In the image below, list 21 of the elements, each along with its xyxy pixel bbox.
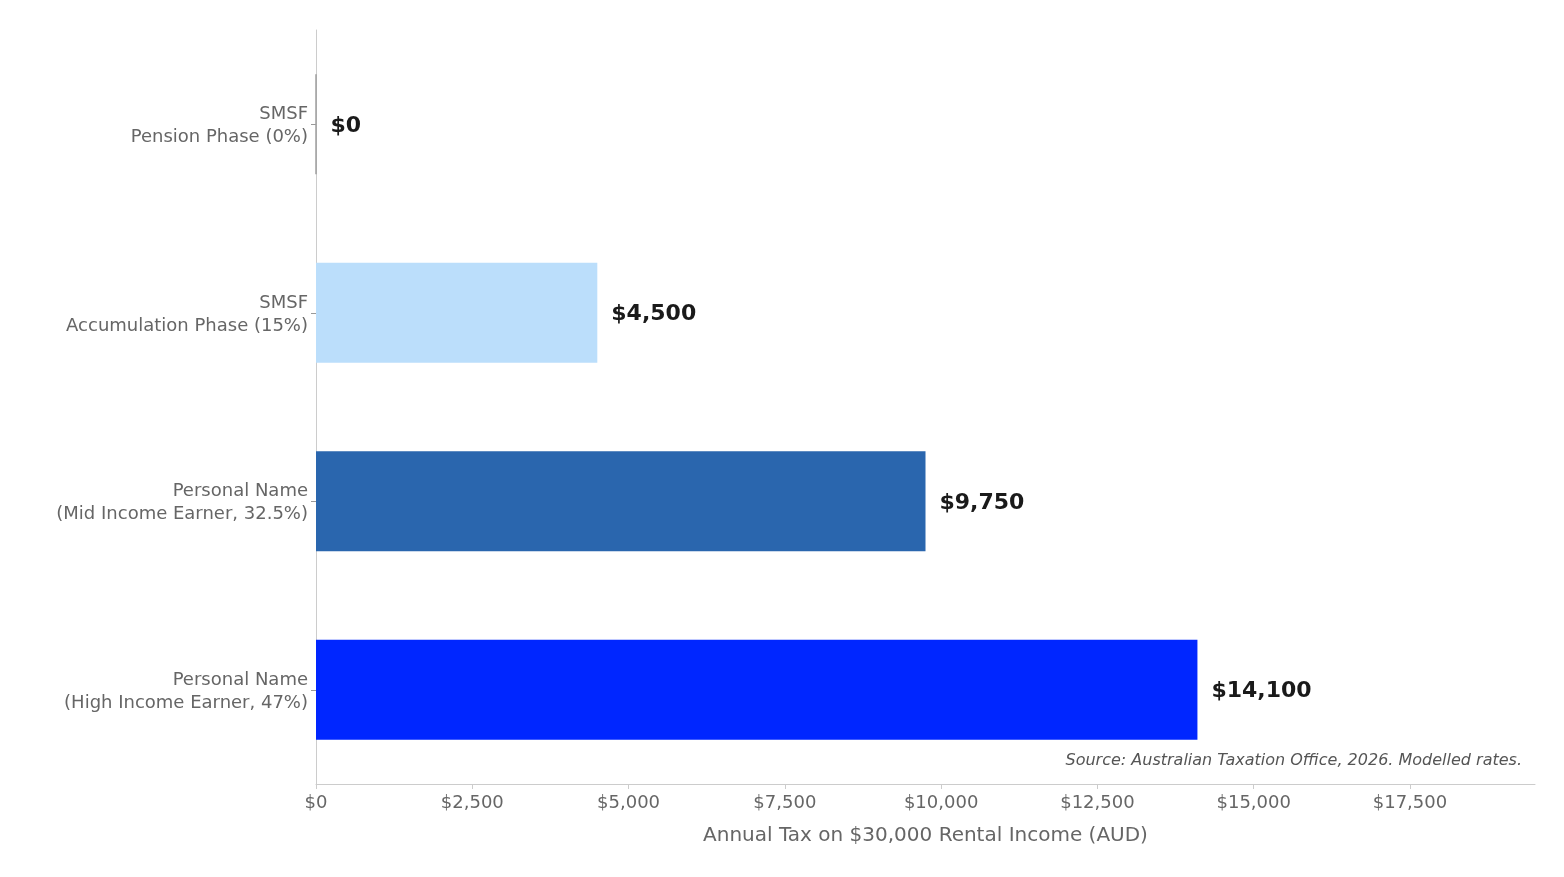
data-label: $4,500 [611, 300, 697, 326]
data-label: $14,100 [1211, 677, 1312, 703]
y-tick-label: Personal Name (High Income Earner, 47%) [64, 667, 308, 712]
bar [316, 262, 598, 363]
bar [316, 639, 1198, 740]
x-tick-label: $17,500 [1372, 790, 1448, 812]
x-axis-title: Annual Tax on $30,000 Rental Income (AUD) [703, 822, 1148, 846]
x-tick-label: $10,000 [903, 790, 979, 812]
x-tick-label: $15,000 [1216, 790, 1291, 812]
x-tick-label: $5,000 [597, 790, 661, 812]
x-tick-label: $12,500 [1060, 790, 1135, 812]
bar [316, 451, 926, 552]
data-label: $0 [330, 111, 362, 137]
y-tick-label: SMSF Accumulation Phase (15%) [66, 290, 308, 335]
x-tick-label: $2,500 [440, 790, 504, 812]
annotation: Source: Australian Taxation Office, 2026. Modelled rates. [1065, 749, 1522, 769]
data-label: $9,750 [939, 488, 1025, 514]
y-tick-label: SMSF Pension Phase (0%) [130, 102, 308, 147]
x-tick-label: $0 [304, 790, 328, 812]
x-tick-label: $7,500 [753, 790, 817, 812]
y-tick-label: Personal Name (Mid Income Earner, 32.5%) [56, 479, 308, 524]
